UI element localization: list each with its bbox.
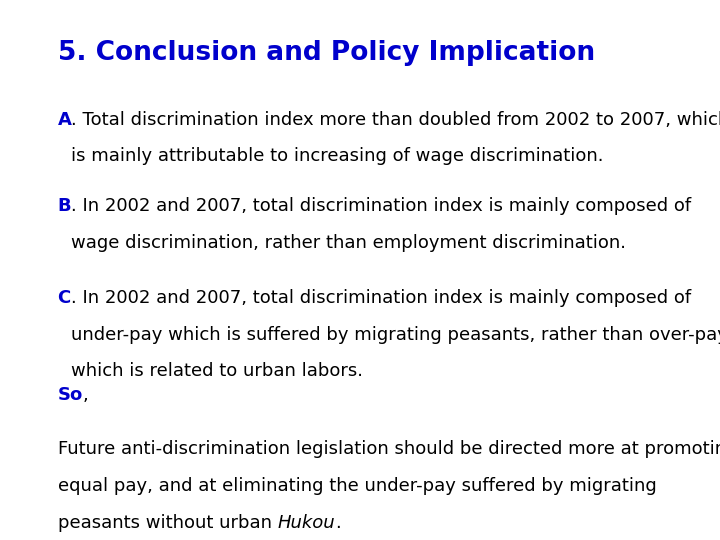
Text: 5. Conclusion and Policy Implication: 5. Conclusion and Policy Implication <box>58 40 595 66</box>
Text: equal pay, and at eliminating the under-pay suffered by migrating: equal pay, and at eliminating the under-… <box>58 477 657 495</box>
Text: C: C <box>58 289 71 307</box>
Text: wage discrimination, rather than employment discrimination.: wage discrimination, rather than employm… <box>71 234 626 252</box>
Text: . In 2002 and 2007, total discrimination index is mainly composed of: . In 2002 and 2007, total discrimination… <box>71 289 691 307</box>
Text: Future anti-discrimination legislation should be directed more at promoting: Future anti-discrimination legislation s… <box>58 440 720 458</box>
Text: peasants without urban: peasants without urban <box>58 514 277 531</box>
Text: B: B <box>58 197 71 215</box>
Text: . In 2002 and 2007, total discrimination index is mainly composed of: . In 2002 and 2007, total discrimination… <box>71 197 691 215</box>
Text: Hukou: Hukou <box>277 514 335 531</box>
Text: ,: , <box>83 386 89 404</box>
Text: A: A <box>58 111 71 129</box>
Text: which is related to urban labors.: which is related to urban labors. <box>71 362 363 380</box>
Text: is mainly attributable to increasing of wage discrimination.: is mainly attributable to increasing of … <box>71 147 604 165</box>
Text: .: . <box>335 514 341 531</box>
Text: So: So <box>58 386 83 404</box>
Text: . Total discrimination index more than doubled from 2002 to 2007, which: . Total discrimination index more than d… <box>71 111 720 129</box>
Text: under-pay which is suffered by migrating peasants, rather than over-pay: under-pay which is suffered by migrating… <box>71 326 720 343</box>
